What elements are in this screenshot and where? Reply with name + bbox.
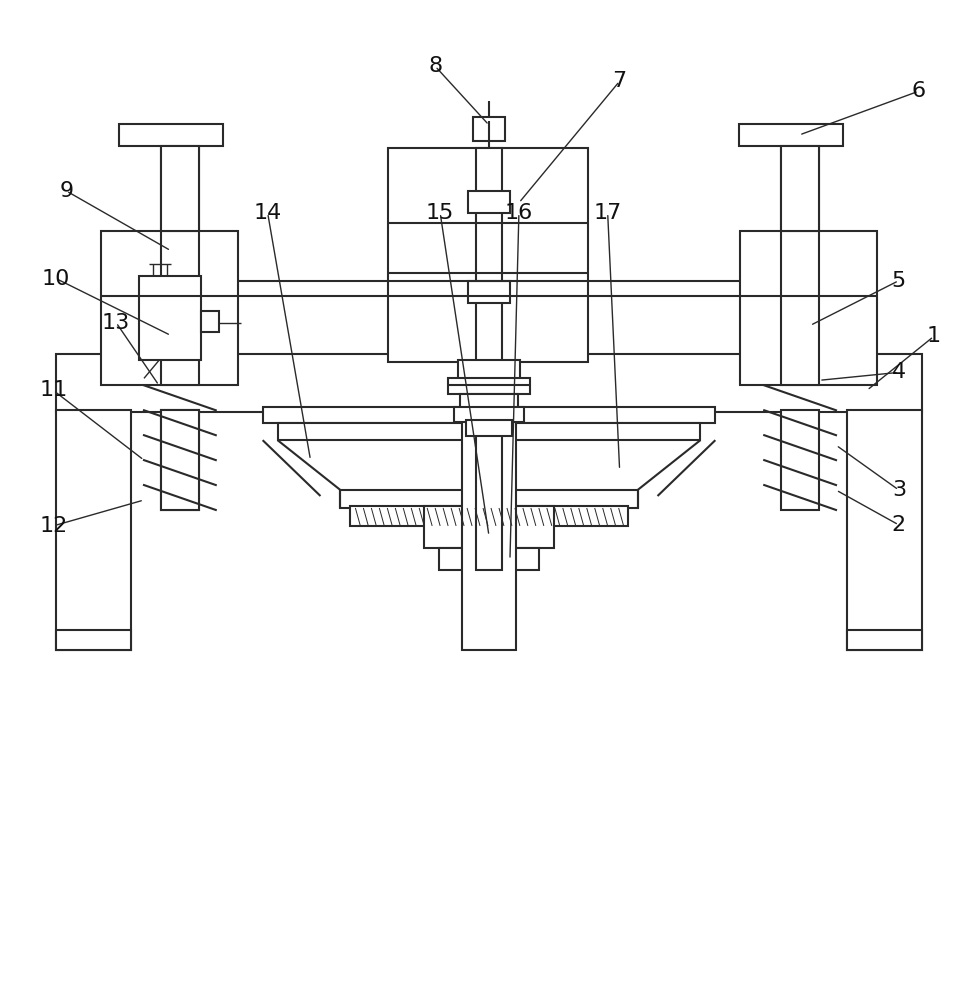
Bar — [340, 490, 637, 508]
Bar — [388, 148, 587, 362]
Bar — [56, 630, 131, 650]
Text: 17: 17 — [593, 203, 621, 223]
Bar — [263, 407, 714, 423]
Bar — [161, 131, 198, 231]
Text: 16: 16 — [504, 203, 532, 223]
Text: 6: 6 — [911, 81, 925, 101]
Bar — [781, 131, 818, 231]
Bar — [161, 146, 198, 231]
Bar — [439, 548, 538, 570]
Bar — [453, 407, 524, 422]
Text: 12: 12 — [39, 516, 67, 536]
Bar — [473, 117, 504, 141]
Bar — [846, 630, 921, 650]
Text: 14: 14 — [253, 203, 281, 223]
Bar — [56, 410, 131, 650]
Text: 5: 5 — [891, 271, 905, 291]
Bar — [739, 124, 842, 146]
Bar — [781, 410, 818, 510]
Bar — [424, 506, 553, 548]
Bar — [350, 506, 627, 526]
Text: 3: 3 — [891, 480, 905, 500]
Bar — [161, 231, 198, 385]
Text: 9: 9 — [59, 181, 73, 201]
Bar — [476, 362, 501, 570]
Text: 10: 10 — [42, 269, 70, 289]
Text: 4: 4 — [891, 362, 905, 382]
Bar — [200, 311, 219, 332]
Text: 1: 1 — [926, 326, 940, 346]
Bar — [459, 394, 518, 408]
Bar — [476, 148, 501, 362]
Bar — [119, 124, 223, 146]
Bar — [101, 231, 237, 385]
Bar — [447, 378, 530, 394]
Bar — [461, 410, 516, 650]
Bar — [781, 231, 818, 385]
Bar — [161, 410, 198, 510]
Bar — [56, 354, 921, 412]
Bar — [139, 276, 200, 360]
Text: 15: 15 — [426, 203, 454, 223]
Bar — [740, 231, 876, 385]
Bar — [468, 191, 509, 213]
Text: 13: 13 — [102, 313, 130, 333]
Bar — [468, 281, 509, 303]
Text: 2: 2 — [891, 515, 905, 535]
Bar — [781, 146, 818, 231]
Bar — [846, 410, 921, 650]
Bar — [161, 410, 198, 510]
Text: 11: 11 — [39, 380, 67, 400]
Bar — [277, 423, 700, 440]
Bar — [457, 360, 520, 380]
Bar — [466, 420, 511, 436]
Text: 7: 7 — [612, 71, 626, 91]
Text: 8: 8 — [428, 56, 442, 76]
